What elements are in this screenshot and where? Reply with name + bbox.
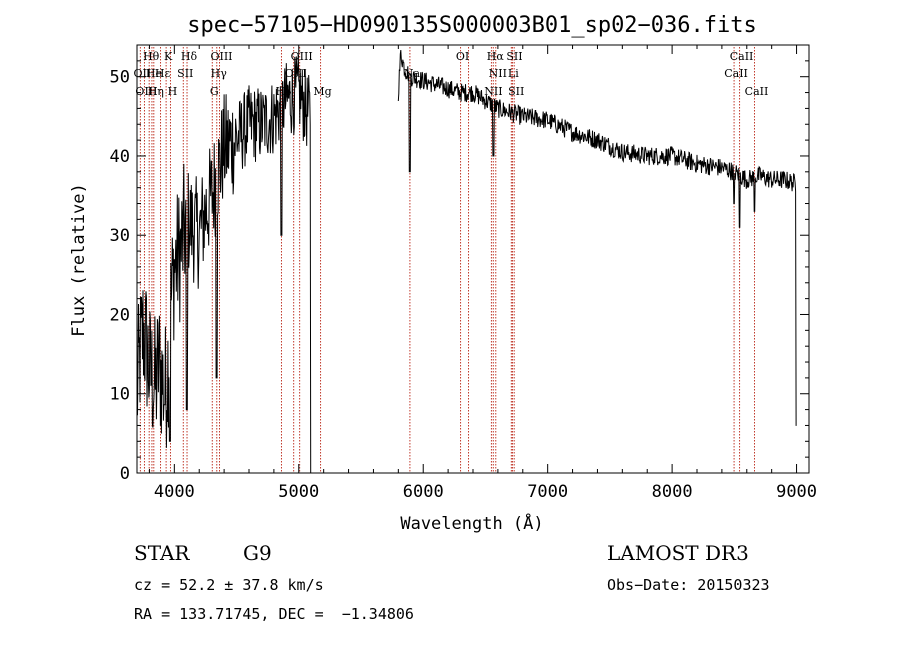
x-tick-label: 6000 <box>403 482 444 502</box>
x-tick-label: 8000 <box>652 482 693 502</box>
spectral-subclass: G9 <box>243 541 272 565</box>
y-tick-label: 30 <box>110 226 130 246</box>
spectral-line-label: H <box>168 85 178 98</box>
chart-title: spec−57105−HD090135S000003B01_sp02−036.f… <box>187 13 757 38</box>
axis-ticks: 4000 5000 6000 7000 8000 9000 0 10 20 30 40 50 <box>110 45 817 502</box>
spectral-line-label: Hα <box>487 50 505 63</box>
spectral-line-label: Hε <box>155 67 171 80</box>
x-tick-label: 7000 <box>527 482 568 502</box>
spectral-line-label: OIII <box>135 85 157 98</box>
object-type: STAR <box>134 541 190 565</box>
redshift-cz: cz = 52.2 ± 37.8 km/s <box>134 576 324 594</box>
ra-dec-coordinates: RA = 133.71745, DEC = −1.34806 <box>134 605 414 623</box>
spectral-line-label: Hγ <box>211 67 228 80</box>
spectral-line-label: NII <box>484 85 502 98</box>
spectral-line-label: Hθ <box>143 50 160 63</box>
spectral-line-label: Mg <box>313 85 331 98</box>
spectral-line-label: Hδ <box>181 50 198 63</box>
spectral-line-label: OIII <box>210 50 232 63</box>
observation-date: Obs−Date: 20150323 <box>607 576 770 594</box>
x-tick-label: 5000 <box>278 482 319 502</box>
spectral-line-label: Li <box>508 67 519 80</box>
y-tick-label: 0 <box>120 464 130 484</box>
plot-frame <box>136 44 810 474</box>
spectral-line-label: CaII <box>724 67 748 80</box>
spectral-line-label: SII <box>508 85 524 98</box>
spectral-line-label: He <box>146 67 162 80</box>
y-tick-label: 20 <box>110 305 130 325</box>
spectral-line-markers <box>139 47 755 473</box>
y-tick-label: 40 <box>110 147 130 167</box>
x-axis-label: Wavelength (Å) <box>400 512 543 534</box>
y-tick-label: 50 <box>110 68 130 88</box>
y-axis-label: Flux (relative) <box>69 183 89 337</box>
spectral-line-label: OIII <box>291 50 313 63</box>
spectral-line-label: G <box>210 85 219 98</box>
spectrum-curves <box>136 49 797 474</box>
spectrum-red-arm <box>397 49 797 426</box>
x-tick-label: 4000 <box>154 482 195 502</box>
spectral-line-label: OI <box>456 50 469 63</box>
survey-name: LAMOST DR3 <box>607 541 749 565</box>
spectral-line-label: K <box>164 50 173 63</box>
spectral-line-label: NII <box>489 67 507 80</box>
spectral-line-label: SII <box>177 67 193 80</box>
spectrum-blue-arm <box>136 54 312 474</box>
x-tick-label: 9000 <box>776 482 817 502</box>
spectral-line-label: CaII <box>730 50 754 63</box>
y-tick-label: 10 <box>110 385 130 405</box>
spectral-line-label: SII <box>506 50 522 63</box>
spectral-line-label: Hη <box>148 85 164 98</box>
spectral-line-label: CaII <box>745 85 769 98</box>
